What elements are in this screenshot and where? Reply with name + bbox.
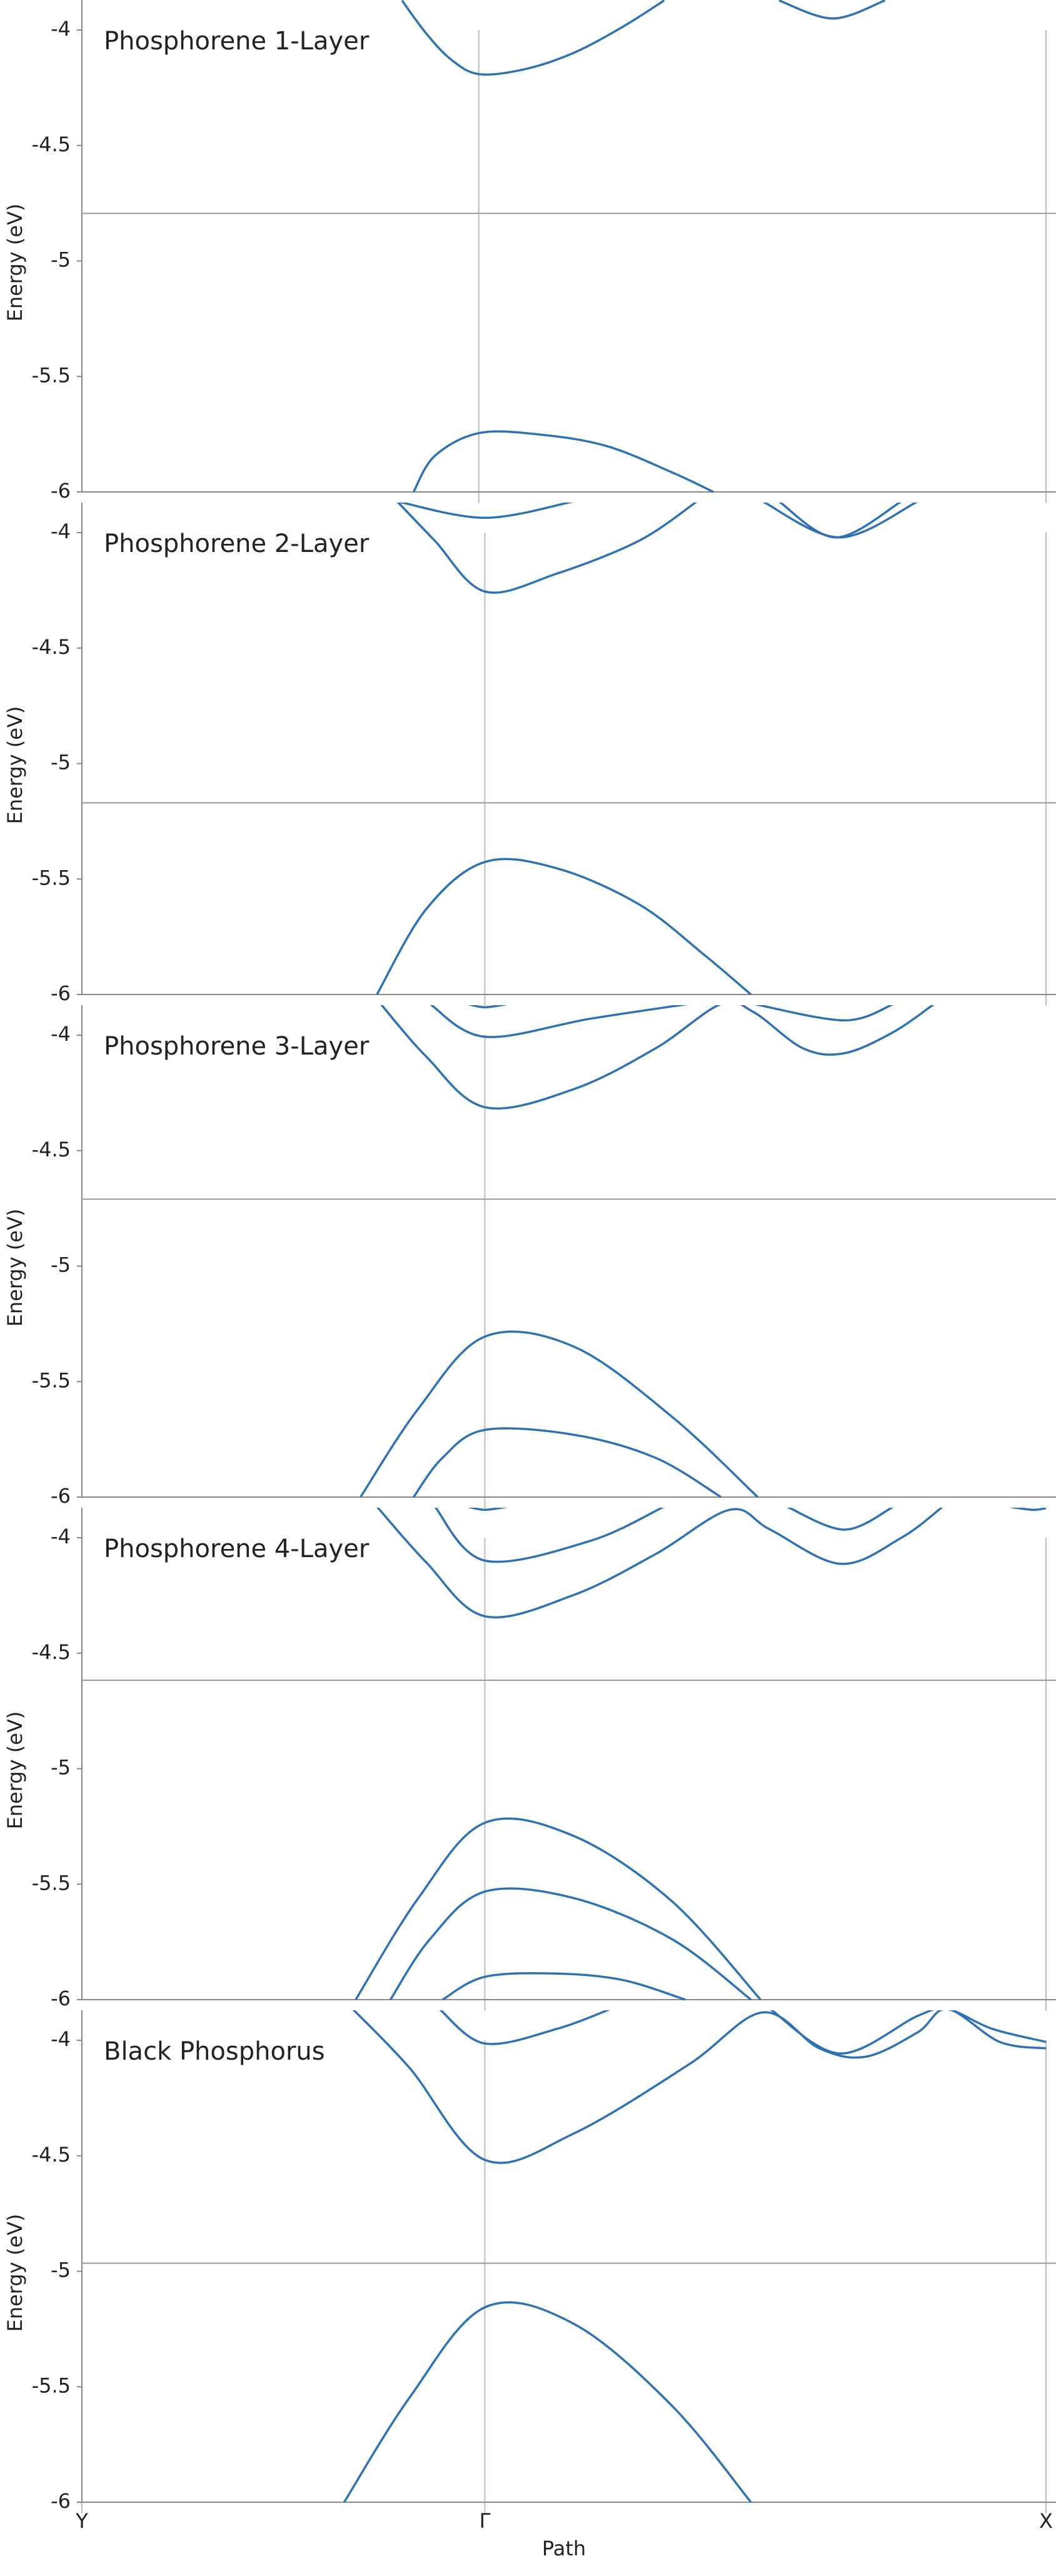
band-line <box>468 1005 508 1009</box>
y-tick-label: -4.5 <box>32 635 71 659</box>
y-tick-label: -5 <box>51 751 71 774</box>
y-tick-label: -4 <box>51 17 71 41</box>
y-axis-label: Energy (eV) <box>3 204 27 322</box>
band-line <box>441 1972 686 2001</box>
band-line <box>360 1330 759 1498</box>
y-tick-label: -5 <box>51 2258 71 2282</box>
band-line <box>389 1887 752 2001</box>
band-line <box>380 1005 935 1110</box>
band-line <box>412 430 714 493</box>
y-tick-label: -4 <box>51 519 71 543</box>
y-tick-label: -4 <box>51 1525 71 1548</box>
band-line <box>754 1005 894 1022</box>
y-tick-label: -5.5 <box>32 363 71 387</box>
band-line <box>434 1508 665 1563</box>
band-line <box>1008 1508 1047 1511</box>
band-line <box>397 503 574 519</box>
plot-area <box>376 503 918 996</box>
band-line <box>376 858 752 996</box>
y-tick-label: -5.5 <box>32 1871 71 1895</box>
y-tick-label: -5.5 <box>32 866 71 890</box>
band-line <box>770 2010 1047 2055</box>
band-line <box>778 0 886 20</box>
band-line <box>439 2010 611 2045</box>
band-line <box>343 2301 752 2503</box>
band-line <box>352 2010 1047 2164</box>
y-axis-label: Energy (eV) <box>3 706 27 824</box>
plot-area <box>401 0 886 493</box>
band-line <box>787 1508 894 1531</box>
chart-title: Phosphorene 3-Layer <box>104 1032 370 1061</box>
y-tick-label: -5 <box>51 1253 71 1277</box>
y-tick-label: -6 <box>51 1987 71 2010</box>
y-tick-label: -4 <box>51 2027 71 2051</box>
y-axis-label: Energy (eV) <box>3 1711 27 1830</box>
plot-area <box>343 2010 1047 2503</box>
y-tick-label: -6 <box>51 479 71 503</box>
y-axis-label: Energy (eV) <box>3 2214 27 2332</box>
chart-title: Black Phosphorus <box>104 2037 325 2066</box>
y-tick-label: -5 <box>51 248 71 272</box>
band-line <box>401 0 665 76</box>
y-tick-label: -4.5 <box>32 1138 71 1161</box>
y-tick-label: -6 <box>51 2489 71 2513</box>
y-tick-label: -5.5 <box>32 2373 71 2397</box>
y-tick-label: -6 <box>51 1484 71 1508</box>
band-line <box>413 1427 722 1498</box>
plot-area <box>355 1508 1047 2001</box>
y-tick-label: -4 <box>51 1022 71 1046</box>
band-line <box>778 503 902 539</box>
y-tick-label: -6 <box>51 981 71 1005</box>
y-tick-label: -4.5 <box>32 2143 71 2167</box>
band-line <box>355 1817 762 2001</box>
chart-title: Phosphorene 2-Layer <box>104 529 370 558</box>
y-tick-label: -4.5 <box>32 1640 71 1664</box>
x-axis-label: Path <box>542 2537 586 2560</box>
chart-title: Phosphorene 1-Layer <box>104 27 370 56</box>
x-tick-label: Γ <box>480 2509 491 2533</box>
y-tick-label: -5.5 <box>32 1368 71 1392</box>
chart-title: Phosphorene 4-Layer <box>104 1535 370 1563</box>
band-line <box>468 1508 508 1511</box>
x-tick-label: X <box>1039 2509 1053 2533</box>
y-tick-label: -4.5 <box>32 133 71 156</box>
band-line <box>376 1508 943 1619</box>
plot-area <box>360 1005 935 1498</box>
band-line <box>396 503 698 594</box>
y-axis-label: Energy (eV) <box>3 1209 27 1327</box>
band-line <box>430 1005 688 1038</box>
x-tick-label: Y <box>75 2509 88 2533</box>
y-tick-label: -5 <box>51 1756 71 1780</box>
